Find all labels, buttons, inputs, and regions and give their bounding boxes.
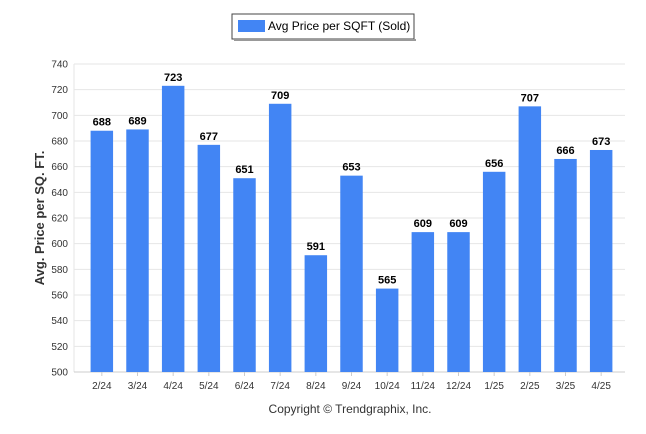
bar [589, 149, 613, 372]
data-label: 653 [342, 162, 360, 174]
x-tick-label: 12/24 [446, 381, 471, 392]
data-label: 723 [164, 72, 182, 84]
data-label: 709 [271, 90, 289, 102]
x-tick-label: 8/24 [306, 381, 326, 392]
y-tick-label: 640 [51, 188, 68, 199]
x-tick-label: 9/24 [342, 381, 362, 392]
legend-swatch [238, 20, 265, 32]
x-tick-label: 6/24 [235, 381, 255, 392]
x-tick-label: 3/25 [556, 381, 576, 392]
y-tick-label: 500 [51, 368, 68, 379]
bar [340, 175, 363, 372]
x-tick-label: 11/24 [411, 381, 436, 392]
data-label: 688 [93, 117, 111, 129]
data-label: 656 [485, 158, 503, 170]
legend: Avg Price per SQFT (Sold) [231, 13, 416, 41]
x-tick-label: 4/24 [163, 381, 183, 392]
x-tick-label: 3/24 [128, 381, 148, 392]
data-label: 689 [128, 115, 146, 127]
y-axis-label: Avg. Price per SQ. FT. [32, 151, 47, 286]
data-label: 591 [307, 241, 325, 253]
y-tick-label: 620 [51, 214, 68, 225]
bar [268, 103, 292, 373]
bar [304, 255, 328, 372]
data-label: 677 [200, 131, 218, 143]
y-tick-label: 560 [51, 291, 68, 302]
y-axis-ticks: 500 520 540 560 580 600 620 640 660 680 700 720 740 [51, 60, 68, 379]
y-tick-label: 580 [51, 265, 68, 276]
data-labels: 688 689 723 677 651 709 591 653 565 609 609 656 707 6… [93, 72, 611, 287]
bar [90, 130, 114, 372]
y-tick-label: 540 [51, 316, 68, 327]
x-tick-label: 2/25 [520, 381, 540, 392]
data-label: 666 [556, 145, 574, 157]
bar [161, 85, 185, 373]
bar [411, 232, 435, 372]
x-tick-label: 2/24 [92, 381, 112, 392]
y-tick-label: 680 [51, 137, 68, 148]
data-label: 651 [235, 164, 253, 176]
bar [375, 288, 399, 372]
legend-shadow [234, 39, 416, 41]
data-label: 707 [521, 92, 539, 104]
y-tick-label: 520 [51, 342, 68, 353]
x-tick-label: 4/25 [591, 381, 611, 392]
data-label: 609 [414, 218, 432, 230]
legend-label: Avg Price per SQFT (Sold) [268, 19, 410, 33]
y-tick-label: 720 [51, 85, 68, 96]
bar [233, 178, 256, 372]
y-tick-label: 660 [51, 162, 68, 173]
y-tick-label: 740 [51, 60, 68, 71]
data-label: 565 [378, 275, 396, 287]
y-tick-label: 600 [51, 239, 68, 250]
x-tick-label: 10/24 [375, 381, 400, 392]
copyright-footer: Copyright © Trendgraphix, Inc. [269, 402, 432, 416]
bars [90, 85, 613, 373]
data-label: 609 [449, 218, 467, 230]
x-axis-ticks: 2/24 3/24 4/24 5/24 6/24 7/24 8/24 9/24 10/24 11/… [92, 372, 611, 392]
x-tick-label: 5/24 [199, 381, 219, 392]
bar [554, 158, 577, 372]
y-tick-label: 700 [51, 111, 68, 122]
bar [482, 171, 506, 372]
x-tick-label: 7/24 [270, 381, 290, 392]
x-tick-label: 1/25 [484, 381, 504, 392]
bar [126, 129, 149, 372]
bar [518, 106, 542, 372]
bar [197, 144, 221, 372]
bar [447, 232, 470, 372]
data-label: 673 [592, 136, 610, 148]
